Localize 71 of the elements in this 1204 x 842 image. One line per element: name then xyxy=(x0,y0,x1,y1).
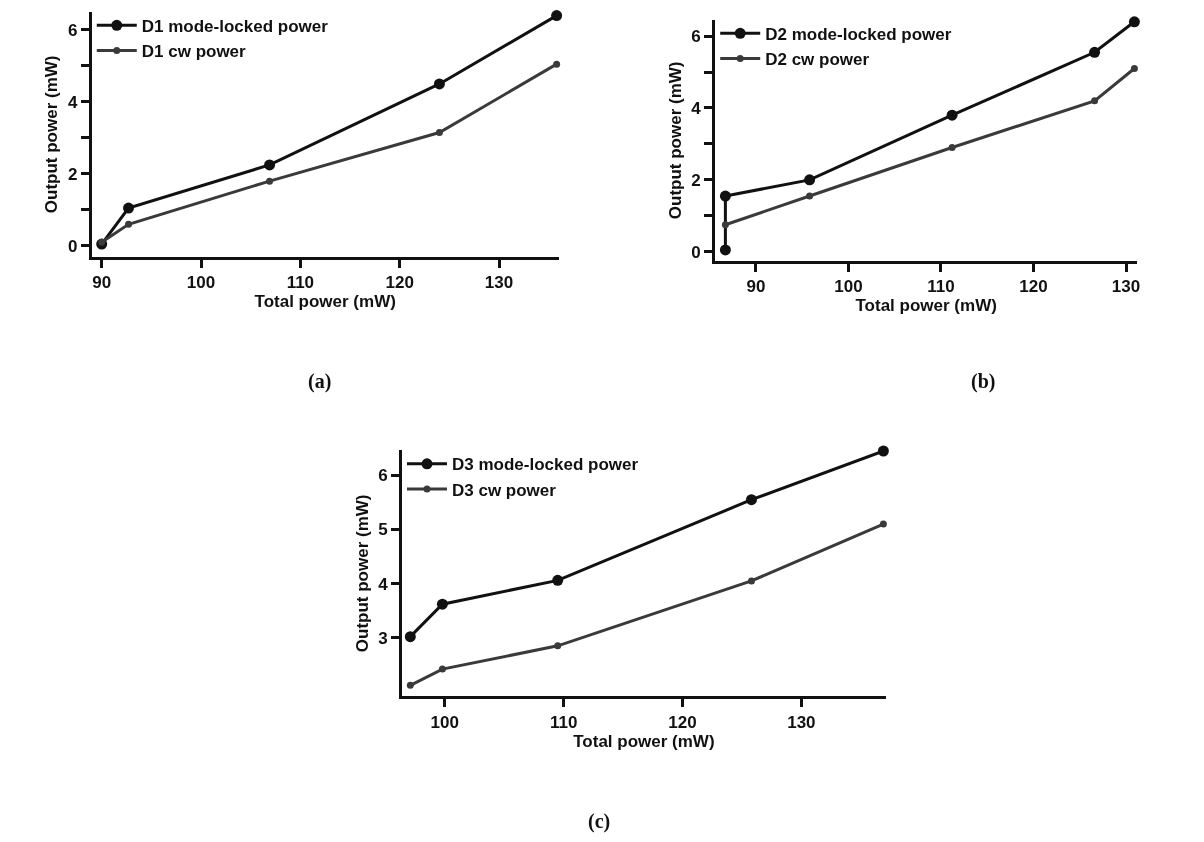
point xyxy=(1130,64,1138,72)
point xyxy=(877,445,889,457)
y-axis-title: Output power (mW) xyxy=(352,494,372,653)
x-tick-label: 110 xyxy=(286,273,315,293)
point xyxy=(1128,16,1140,28)
x-tick-label: 100 xyxy=(430,712,459,732)
x-tick-label: 130 xyxy=(1111,277,1141,297)
point xyxy=(1091,97,1099,105)
point xyxy=(266,177,274,185)
point xyxy=(98,238,106,246)
point xyxy=(745,494,757,506)
y-tick-label: 4 xyxy=(67,92,78,112)
text: (b) xyxy=(971,370,996,393)
text: (c) xyxy=(588,810,611,833)
point xyxy=(804,174,816,186)
point xyxy=(404,631,416,643)
text: (a) xyxy=(308,370,332,393)
point xyxy=(554,642,562,650)
x-tick-label: 120 xyxy=(385,273,414,293)
x-tick-label: 100 xyxy=(834,277,863,297)
legend-label: D1 mode-locked power xyxy=(141,16,329,36)
y-tick-label: 6 xyxy=(378,466,388,486)
legend-label: D1 cw power xyxy=(141,42,247,62)
point xyxy=(436,598,448,610)
point xyxy=(438,665,446,673)
x-tick-label: 100 xyxy=(186,273,216,293)
point xyxy=(552,574,564,586)
point xyxy=(879,520,887,528)
y-tick-label: 0 xyxy=(67,236,78,256)
point xyxy=(747,577,755,585)
x-tick-label: 130 xyxy=(787,712,816,732)
y-tick-label: 3 xyxy=(378,628,388,648)
point xyxy=(435,129,443,137)
point xyxy=(125,220,133,228)
point xyxy=(551,10,563,22)
x-tick-label: 130 xyxy=(484,273,514,293)
y-axis-title: Output power (mW) xyxy=(665,61,685,220)
y-tick-label: 4 xyxy=(378,574,389,594)
y-tick-label: 2 xyxy=(67,164,78,184)
point xyxy=(406,681,414,689)
point xyxy=(806,192,814,200)
y-tick-label: 6 xyxy=(691,27,701,47)
point xyxy=(719,244,731,256)
legend-label: D3 mode-locked power xyxy=(452,455,639,475)
y-tick-label: 6 xyxy=(67,20,78,40)
x-axis-title: Total power (mW) xyxy=(254,292,396,312)
x-tick-label: 90 xyxy=(746,277,766,297)
point xyxy=(433,78,445,90)
x-tick-label: 110 xyxy=(927,277,955,297)
point xyxy=(123,202,135,214)
x-tick-label: 90 xyxy=(92,273,112,293)
x-tick-label: 120 xyxy=(668,712,697,732)
point xyxy=(721,221,729,229)
x-tick-label: 110 xyxy=(549,712,578,732)
y-tick-label: 0 xyxy=(691,242,701,262)
point xyxy=(553,60,561,68)
point xyxy=(1089,46,1101,58)
y-tick-label: 5 xyxy=(378,520,388,540)
point xyxy=(719,190,731,202)
y-tick-label: 2 xyxy=(691,170,701,190)
legend-label: D3 cw power xyxy=(452,480,557,500)
point xyxy=(948,144,956,152)
point xyxy=(264,159,276,171)
y-tick-label: 4 xyxy=(691,98,702,118)
legend-label: D2 cw power xyxy=(765,50,870,70)
x-tick-label: 120 xyxy=(1019,277,1048,297)
x-axis-title: Total power (mW) xyxy=(573,731,715,751)
legend-label: D2 mode-locked power xyxy=(765,24,952,44)
x-axis-title: Total power (mW) xyxy=(855,296,997,316)
y-axis-title: Output power (mW) xyxy=(42,55,62,214)
point xyxy=(946,109,958,121)
